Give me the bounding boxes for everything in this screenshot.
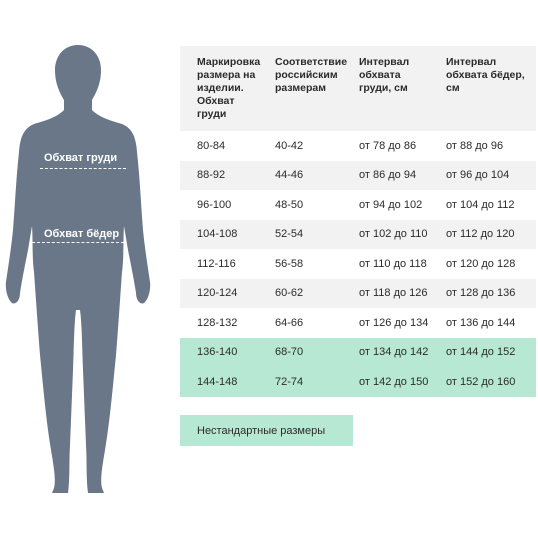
size-table: Маркировка размера на изделии. Обхват гр… [180, 46, 536, 397]
header-chest-interval: Интервал обхвата груди, см [359, 56, 410, 94]
cell-marking: 80-84 [197, 139, 226, 152]
cell-russian-size: 56-58 [275, 257, 304, 270]
chest-measure-label: Обхват груди [44, 152, 118, 164]
cell-chest: от 134 до 142 [359, 346, 429, 359]
cell-chest: от 94 до 102 [359, 198, 423, 211]
cell-hips: от 120 до 128 [446, 257, 516, 270]
table-row: 96-100 48-50 от 94 до 102 от 104 до 112 [180, 190, 536, 220]
cell-hips: от 152 до 160 [446, 375, 516, 388]
table-row: 104-108 52-54 от 102 до 110 от 112 до 12… [180, 219, 536, 249]
cell-chest: от 118 до 126 [359, 287, 428, 300]
cell-hips: от 112 до 120 [446, 228, 515, 241]
cell-chest: от 142 до 150 [359, 375, 429, 388]
table-row-nonstandard: 144-148 72-74 от 142 до 150 от 152 до 16… [180, 367, 536, 397]
header-marking: Маркировка размера на изделии. Обхват гр… [197, 56, 261, 120]
table-row: 80-84 40-42 от 78 до 86 от 88 до 96 [180, 131, 536, 161]
chest-measure-line [40, 168, 126, 169]
table-row-nonstandard: 136-140 68-70 от 134 до 142 от 144 до 15… [180, 337, 536, 367]
cell-chest: от 110 до 118 [359, 257, 427, 270]
cell-marking: 88-92 [197, 169, 226, 182]
cell-marking: 128-132 [197, 316, 238, 329]
cell-marking: 104-108 [197, 228, 238, 241]
header-hip-interval: Интервал обхвата бёдер, см [446, 56, 525, 94]
nonstandard-sizes-legend: Нестандартные размеры [180, 415, 353, 446]
cell-chest: от 86 до 94 [359, 169, 417, 182]
cell-hips: от 96 до 104 [446, 169, 510, 182]
cell-russian-size: 64-66 [275, 316, 304, 329]
cell-russian-size: 52-54 [275, 228, 304, 241]
cell-russian-size: 44-46 [275, 169, 304, 182]
table-row: 128-132 64-66 от 126 до 134 от 136 до 14… [180, 308, 536, 338]
body-silhouette-figure: Обхват груди Обхват бёдер [0, 0, 175, 538]
hip-measure-line [32, 242, 124, 243]
cell-marking: 112-116 [197, 257, 236, 270]
cell-russian-size: 48-50 [275, 198, 304, 211]
header-russian-size: Соответствие российским размерам [275, 56, 348, 94]
cell-marking: 136-140 [197, 346, 238, 359]
cell-hips: от 88 до 96 [446, 139, 504, 152]
cell-hips: от 136 до 144 [446, 316, 516, 329]
cell-russian-size: 72-74 [275, 375, 304, 388]
table-row: 120-124 60-62 от 118 до 126 от 128 до 13… [180, 278, 536, 308]
cell-chest: от 126 до 134 [359, 316, 429, 329]
cell-russian-size: 68-70 [275, 346, 304, 359]
cell-chest: от 78 до 86 [359, 139, 417, 152]
cell-marking: 144-148 [197, 375, 238, 388]
body-silhouette-icon [5, 45, 151, 493]
table-row: 88-92 44-46 от 86 до 94 от 96 до 104 [180, 160, 536, 190]
cell-hips: от 128 до 136 [446, 287, 516, 300]
cell-russian-size: 60-62 [275, 287, 304, 300]
hip-measure-label: Обхват бёдер [44, 228, 120, 240]
cell-russian-size: 40-42 [275, 139, 304, 152]
cell-hips: от 144 до 152 [446, 346, 516, 359]
cell-hips: от 104 до 112 [446, 198, 515, 211]
cell-marking: 96-100 [197, 198, 232, 211]
table-header-row: Маркировка размера на изделии. Обхват гр… [180, 46, 536, 131]
cell-chest: от 102 до 110 [359, 228, 428, 241]
table-row: 112-116 56-58 от 110 до 118 от 120 до 12… [180, 249, 536, 279]
cell-marking: 120-124 [197, 287, 238, 300]
